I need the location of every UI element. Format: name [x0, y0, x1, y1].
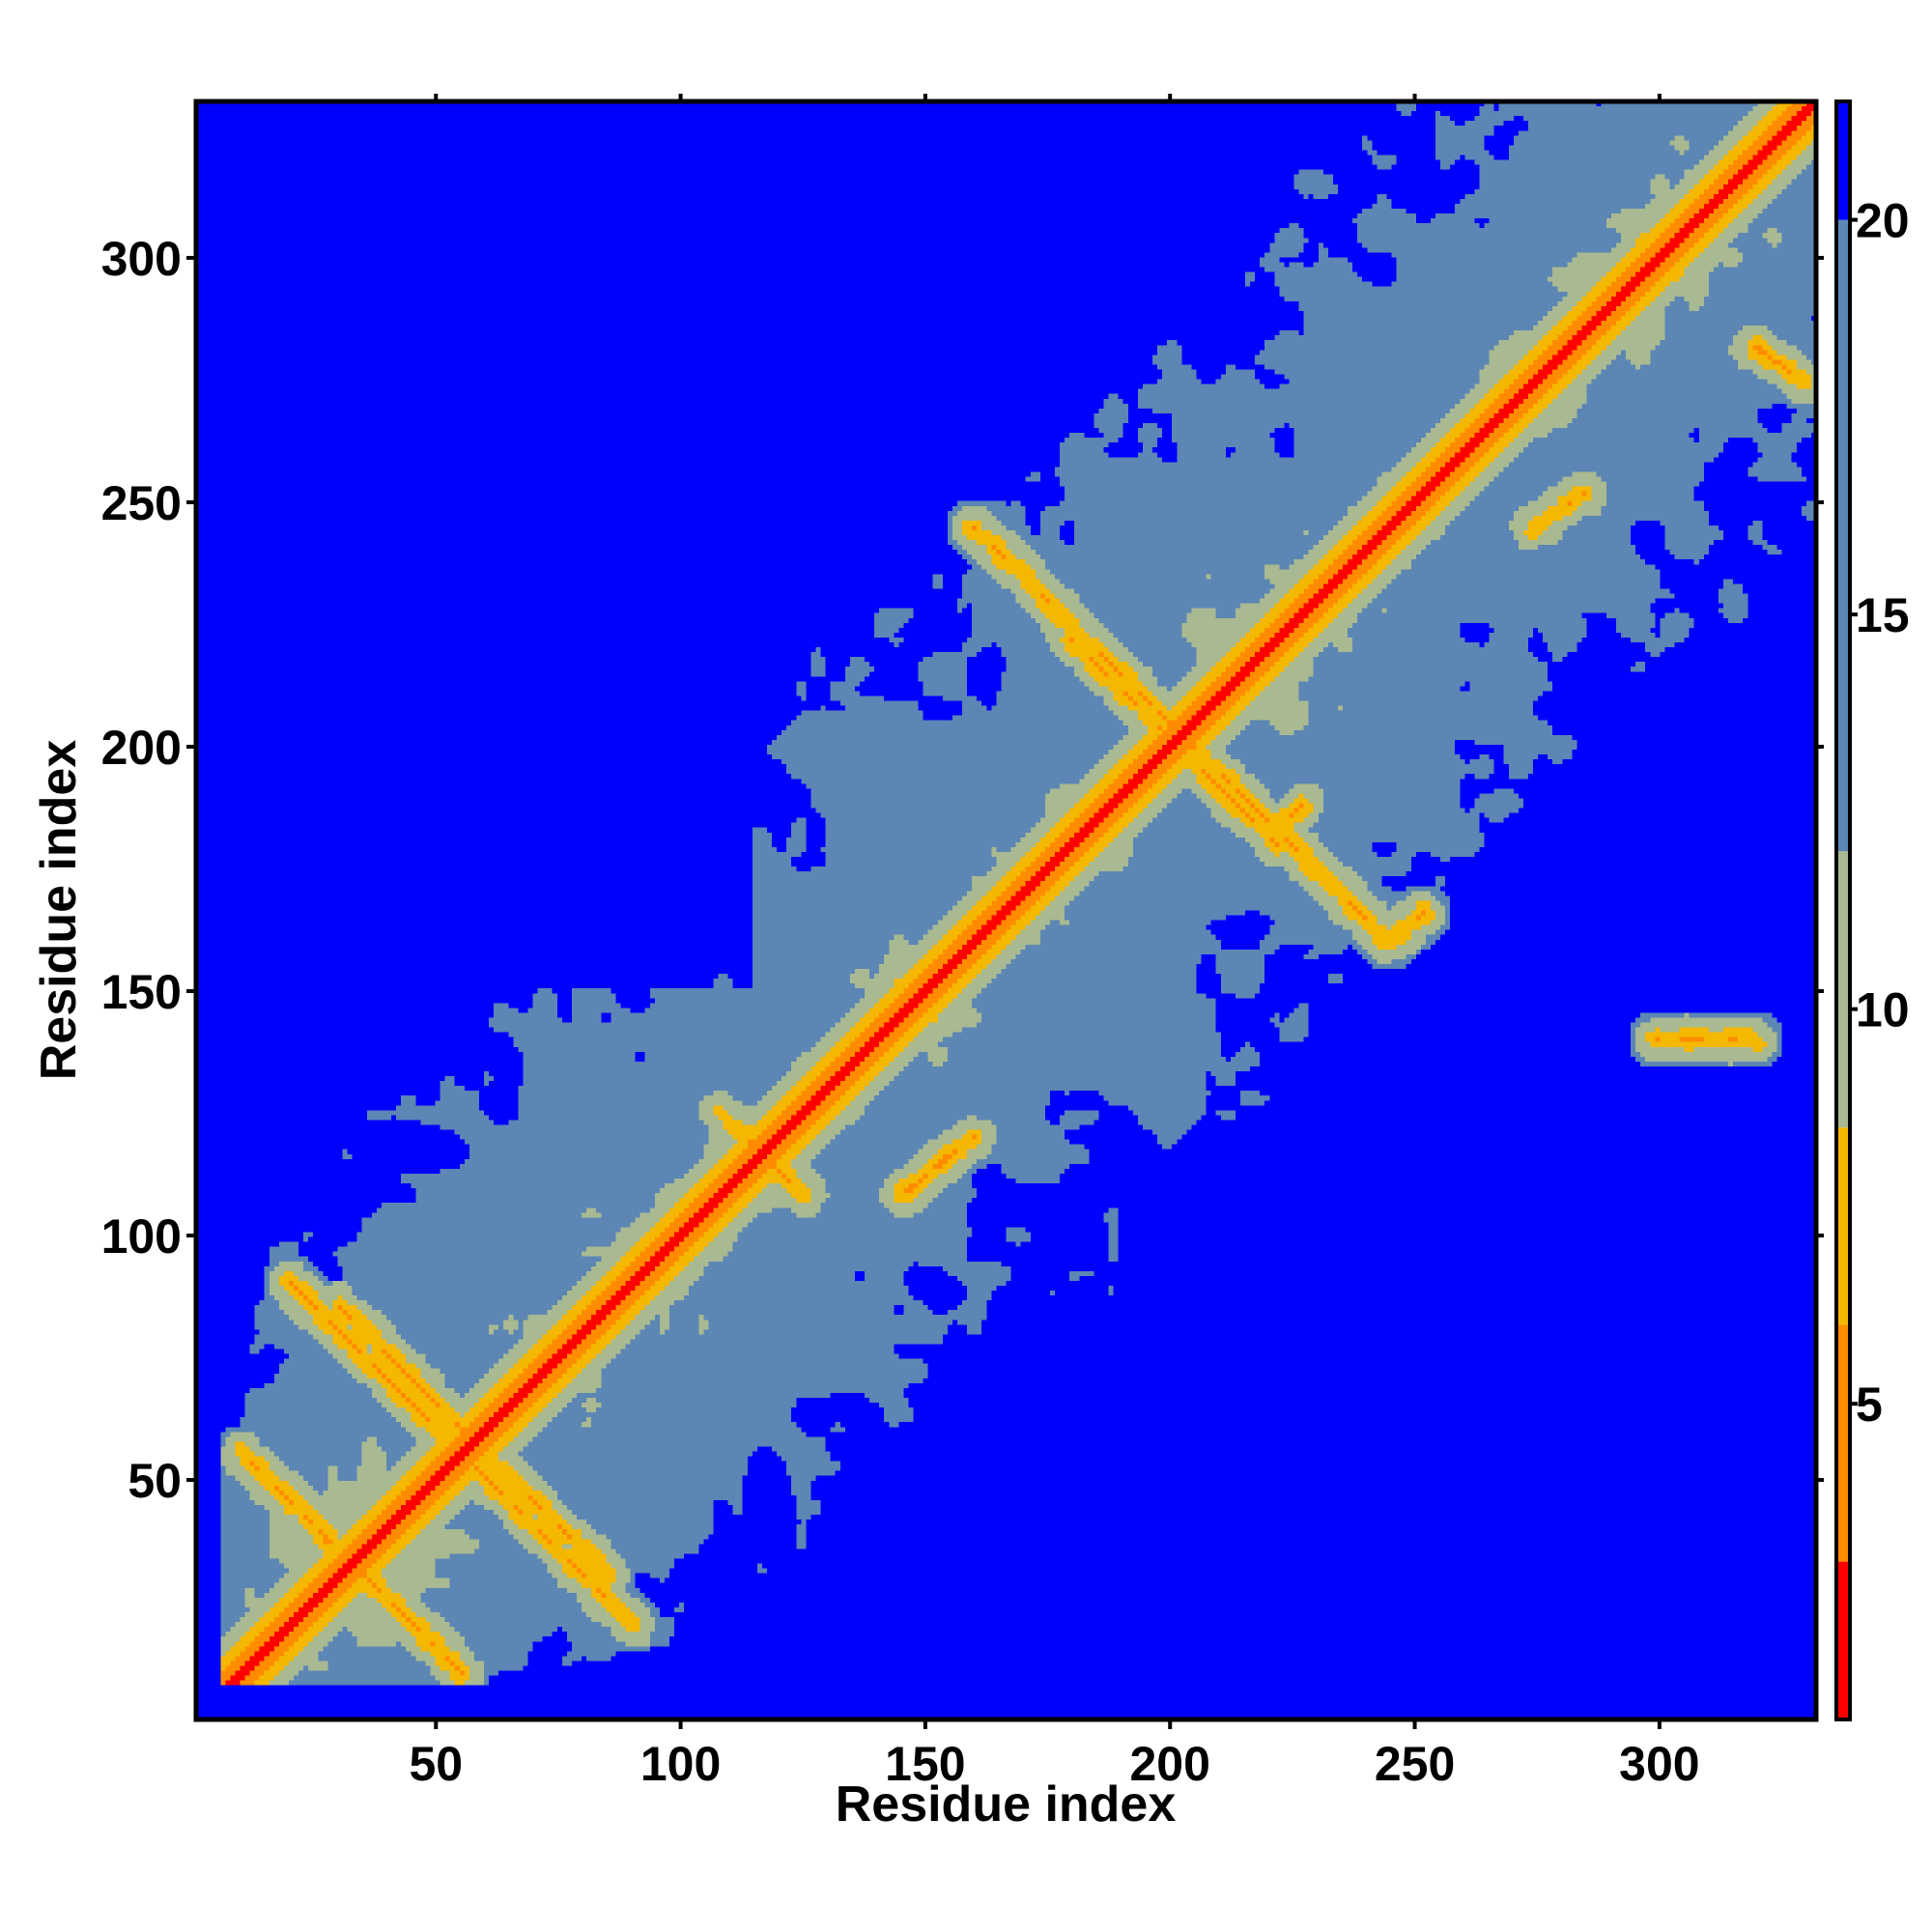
colorbar-tick-label: 20	[1856, 194, 1910, 248]
plot-frame	[193, 99, 1819, 1722]
y-tick-label: 200	[101, 721, 182, 775]
colorbar-ticks: 5 10 15 20	[1850, 194, 1910, 1432]
colorbar: 5 10 15 20	[1834, 99, 1910, 1721]
y-axis-title: Residue index	[31, 740, 87, 1081]
colorbar-tick-label: 5	[1856, 1378, 1883, 1432]
x-tick-label: 50	[409, 1737, 463, 1791]
y-tick-label: 300	[101, 232, 182, 286]
x-tick-label: 250	[1375, 1737, 1455, 1791]
y-tick-label: 150	[101, 965, 182, 1019]
heatmap-cells	[196, 101, 1816, 1719]
y-tick-label: 50	[128, 1454, 182, 1508]
colorbar-tick-label: 10	[1856, 983, 1910, 1037]
colorbar-segment	[1836, 851, 1850, 1128]
colorbar-segment	[1836, 1324, 1850, 1562]
colorbar-gradient	[1836, 101, 1850, 1719]
colorbar-segment	[1836, 1127, 1850, 1325]
colorbar-segment	[1836, 219, 1850, 852]
x-axis-ticks: 50 100 150 200 250 300	[409, 94, 1700, 1791]
x-tick-label: 200	[1130, 1737, 1210, 1791]
y-axis-ticks: 50 100 150 200 250 300	[101, 232, 1824, 1508]
x-tick-label: 150	[885, 1737, 965, 1791]
colorbar-segment	[1836, 1561, 1850, 1719]
x-axis-title: Residue index	[836, 1776, 1177, 1833]
colorbar-frame	[1834, 99, 1852, 1721]
y-tick-label: 250	[101, 476, 182, 530]
heatmap-plot-area	[193, 99, 1819, 1722]
colorbar-segment	[1836, 101, 1850, 220]
y-tick-label: 100	[101, 1209, 182, 1264]
x-tick-label: 100	[640, 1737, 721, 1791]
colorbar-tick-label: 15	[1856, 588, 1910, 642]
x-tick-label: 300	[1619, 1737, 1699, 1791]
